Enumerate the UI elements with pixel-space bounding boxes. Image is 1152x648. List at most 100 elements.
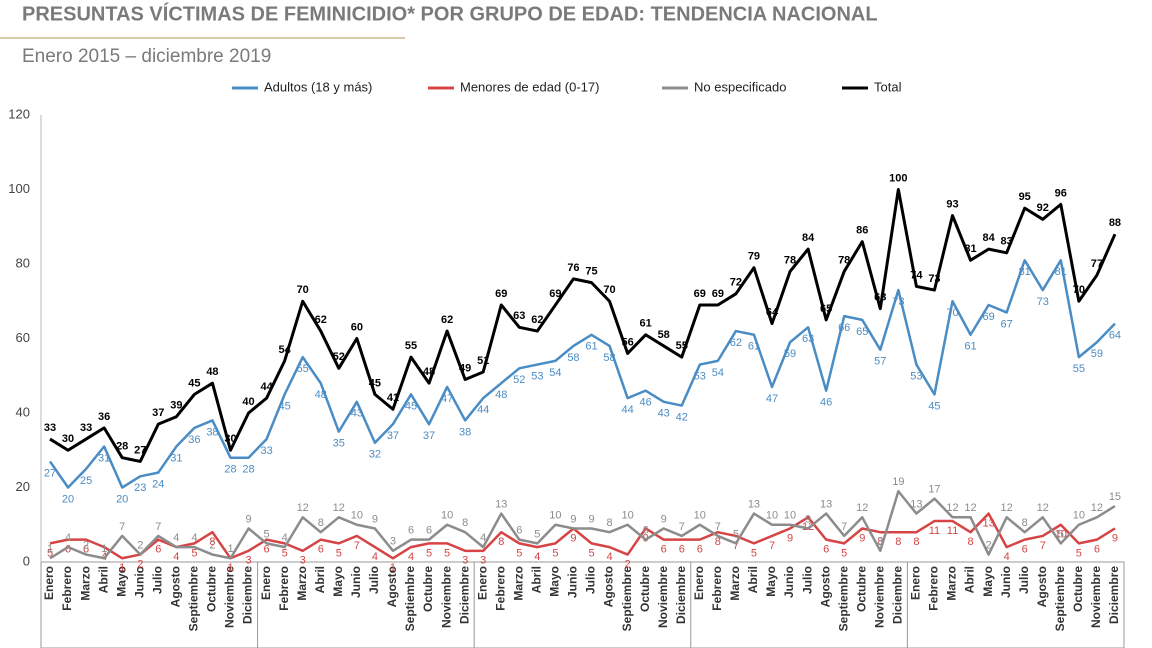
- data-label: 12: [946, 502, 958, 514]
- data-label: 59: [1091, 348, 1103, 360]
- x-tick-label: Agosto: [169, 566, 183, 607]
- data-label: 46: [640, 397, 652, 409]
- data-label: 8: [913, 536, 919, 548]
- x-tick-label: Diciembre: [891, 566, 905, 624]
- data-label: 55: [405, 340, 417, 352]
- data-label: 7: [733, 540, 739, 552]
- x-tick-label: Abril: [530, 566, 544, 593]
- x-tick-label: Diciembre: [1107, 566, 1121, 624]
- data-label: 42: [676, 411, 688, 423]
- data-label: 37: [387, 430, 399, 442]
- data-label: 10: [784, 510, 796, 522]
- data-label: 3: [877, 536, 883, 548]
- data-label: 58: [658, 329, 670, 341]
- x-tick-label: Julio: [150, 566, 164, 594]
- x-tick-label: Abril: [963, 566, 977, 593]
- data-label: 5: [282, 547, 288, 559]
- chart-title: PRESUNTAS VÍCTIMAS DE FEMINICIDIO* POR G…: [22, 2, 878, 25]
- x-tick-label: Febrero: [927, 566, 941, 611]
- x-tick-label: Abril: [746, 566, 760, 593]
- data-label: 37: [423, 430, 435, 442]
- legend-label: Adultos (18 y más): [264, 79, 372, 94]
- x-tick-label: Junio: [349, 566, 363, 598]
- data-label: 10: [766, 510, 778, 522]
- data-label: 66: [838, 322, 850, 334]
- data-label: 32: [369, 449, 381, 461]
- x-tick-label: Diciembre: [241, 566, 255, 624]
- data-label: 4: [606, 551, 612, 563]
- data-label: 78: [838, 254, 850, 266]
- data-label: 6: [264, 544, 270, 556]
- data-label: 68: [874, 292, 886, 304]
- data-label: 15: [1109, 491, 1121, 503]
- data-label: 10: [441, 510, 453, 522]
- x-tick-label: Agosto: [385, 566, 399, 607]
- y-tick-label: 120: [8, 106, 30, 121]
- x-tick-label: Septiembre: [836, 566, 850, 632]
- x-tick-label: Enero: [259, 566, 273, 600]
- data-label: 57: [874, 356, 886, 368]
- data-label: 5: [336, 547, 342, 559]
- x-tick-label: Julio: [584, 566, 598, 594]
- series-line: [48, 259, 1116, 489]
- x-tick-label: Agosto: [1035, 566, 1049, 607]
- x-tick-label: Mayo: [331, 566, 345, 597]
- data-label: 5: [1076, 547, 1082, 559]
- data-label: 3: [390, 536, 396, 548]
- x-tick-label: Noviembre: [223, 566, 237, 628]
- data-label: 69: [694, 288, 706, 300]
- data-label: 28: [242, 464, 254, 476]
- data-label: 81: [1019, 266, 1031, 278]
- data-label: 20: [62, 493, 74, 505]
- data-label: 49: [459, 362, 471, 374]
- data-label: 5: [841, 547, 847, 559]
- x-tick-label: Marzo: [728, 566, 742, 601]
- data-label: 12: [1037, 502, 1049, 514]
- data-label: 30: [224, 433, 236, 445]
- data-label: 100: [889, 172, 907, 184]
- data-label: 3: [462, 555, 468, 567]
- y-tick-label: 100: [8, 181, 30, 196]
- data-label: 63: [802, 333, 814, 345]
- data-label: 92: [1037, 202, 1049, 214]
- x-tick-label: Marzo: [945, 566, 959, 601]
- x-tick-label: Noviembre: [656, 566, 670, 628]
- data-label: 45: [279, 400, 291, 412]
- x-tick-label: Junio: [782, 566, 796, 598]
- data-label: 28: [224, 464, 236, 476]
- data-label: 48: [315, 389, 327, 401]
- data-label: 53: [910, 370, 922, 382]
- data-label: 77: [1091, 258, 1103, 270]
- data-label: 35: [333, 438, 345, 450]
- x-tick-label: Mayo: [114, 566, 128, 597]
- data-label: 5: [47, 547, 53, 559]
- data-label: 58: [567, 352, 579, 364]
- data-label: 54: [549, 367, 561, 379]
- data-label: 6: [661, 544, 667, 556]
- data-label: 1: [227, 562, 233, 574]
- data-label: 62: [730, 337, 742, 349]
- data-label: 13: [910, 498, 922, 510]
- data-label: 17: [928, 484, 940, 496]
- data-label: 6: [1022, 544, 1028, 556]
- data-label: 70: [946, 307, 958, 319]
- x-tick-label: Enero: [475, 566, 489, 600]
- data-label: 10: [621, 510, 633, 522]
- data-label: 51: [477, 355, 489, 367]
- data-label: 9: [570, 532, 576, 544]
- data-label: 44: [260, 381, 273, 393]
- data-label: 64: [1109, 330, 1121, 342]
- data-label: 11: [929, 525, 940, 537]
- data-label: 30: [62, 433, 74, 445]
- data-label: 69: [549, 288, 561, 300]
- data-label: 9: [787, 532, 793, 544]
- data-label: 56: [621, 336, 633, 348]
- data-label: 9: [372, 513, 378, 525]
- data-label: 47: [441, 393, 453, 405]
- data-label: 6: [83, 544, 89, 556]
- data-label: 37: [152, 407, 164, 419]
- data-label: 2: [986, 539, 992, 551]
- data-label: 95: [1019, 191, 1031, 203]
- data-label: 67: [1001, 318, 1013, 330]
- x-tick-label: Julio: [800, 566, 814, 594]
